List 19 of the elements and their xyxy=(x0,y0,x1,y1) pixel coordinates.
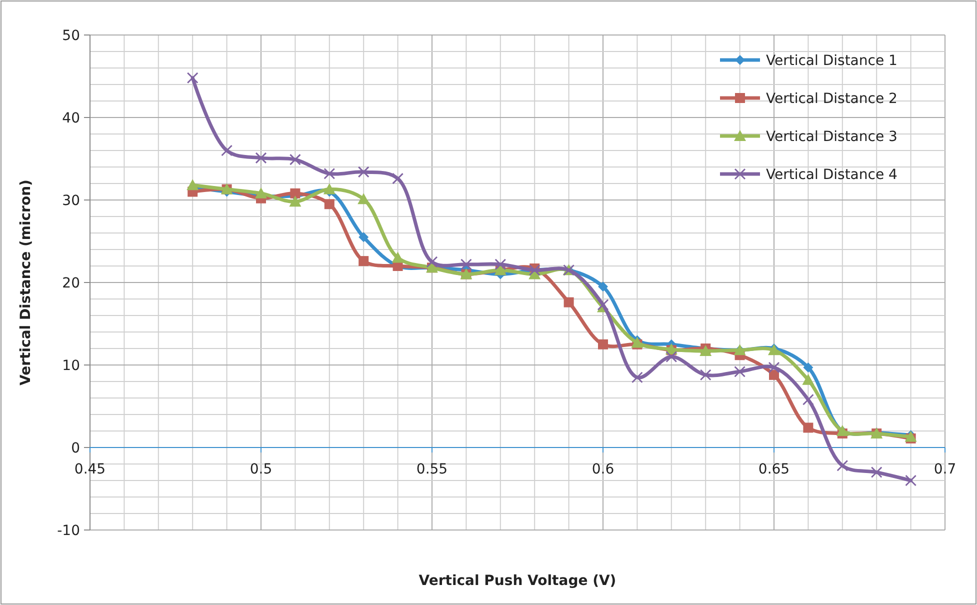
y-tick-label: -10 xyxy=(57,522,80,539)
x-tick-label: 0.55 xyxy=(416,462,448,478)
legend-label: Vertical Distance 2 xyxy=(766,90,898,107)
x-tick-label: 0.45 xyxy=(74,462,106,478)
y-tick-label: 0 xyxy=(71,440,80,456)
x-tick-label: 0.5 xyxy=(250,462,272,478)
y-tick-label: 10 xyxy=(62,358,80,374)
y-tick-label: 40 xyxy=(62,110,80,126)
y-tick-label: 30 xyxy=(62,192,80,209)
legend-label: Vertical Distance 1 xyxy=(766,52,898,69)
y-axis-title: Vertical Distance (micron) xyxy=(18,180,34,386)
legend-label: Vertical Distance 3 xyxy=(766,128,898,145)
y-tick-label: 50 xyxy=(62,28,80,44)
x-tick-label: 0.6 xyxy=(592,462,614,478)
y-tick-label: 20 xyxy=(62,275,80,292)
x-tick-label: 0.65 xyxy=(758,462,790,478)
x-axis-title: Vertical Push Voltage (V) xyxy=(418,573,616,589)
x-tick-label: 0.7 xyxy=(934,462,956,478)
legend-label: Vertical Distance 4 xyxy=(766,166,898,183)
